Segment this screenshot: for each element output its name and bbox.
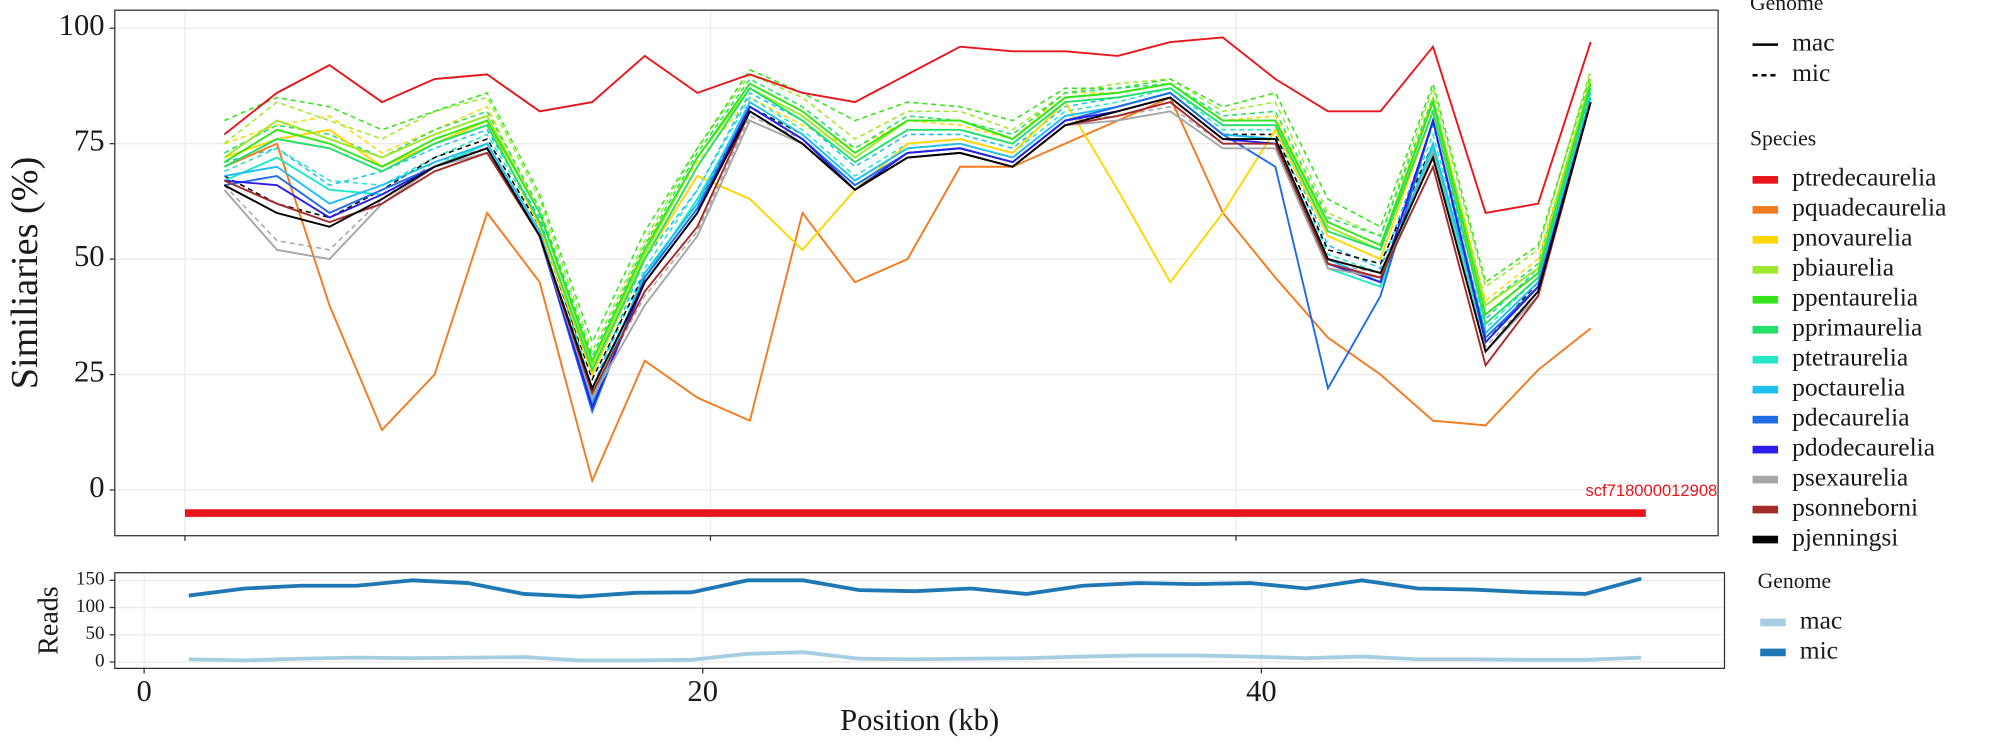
legend-label: mic [1800, 635, 1838, 664]
legend-key [1752, 475, 1779, 484]
y-tick-label: 25 [74, 355, 105, 389]
line [223, 86, 1592, 373]
y-tick-label: 0 [95, 650, 105, 671]
legend-key [1760, 618, 1786, 627]
line-mic [223, 69, 1592, 354]
y-tick-label: 75 [74, 124, 105, 158]
legend-key [1752, 355, 1779, 364]
legend-key [1752, 295, 1779, 304]
line [223, 96, 1592, 391]
legend-label: poctaurelia [1792, 373, 1905, 402]
line [223, 36, 1592, 215]
line [224, 87, 1592, 378]
legend-key [1752, 505, 1779, 514]
legend-label: pquadecaurelia [1792, 193, 1946, 222]
y-tick-label: 50 [74, 239, 105, 273]
legend-key [1760, 648, 1786, 657]
legend-label: mac [1792, 28, 1834, 57]
legend-key [1752, 205, 1779, 214]
scaffold-bar [184, 509, 1646, 517]
line-mic [224, 68, 1592, 345]
legend-key [1752, 325, 1779, 334]
legend-title: Species [1750, 126, 1816, 150]
legend-key [1752, 445, 1779, 454]
panel-border [114, 572, 1726, 670]
y-tick-label: 100 [59, 8, 105, 42]
y-tick-label: 50 [85, 623, 104, 644]
legend-label: mic [1792, 58, 1830, 87]
line [223, 82, 1592, 364]
x-tick-label: 0 [136, 674, 151, 708]
line [188, 650, 1642, 663]
scaffold-label: scf718000012908 [1585, 481, 1717, 500]
legend-label: psonneborni [1792, 492, 1918, 521]
legend-key [1752, 176, 1779, 184]
panel [114, 10, 1719, 536]
legend-title: Genome [1750, 0, 1823, 15]
y-tick-label: 150 [76, 569, 105, 590]
line-mic [224, 92, 1592, 382]
legend-key [1752, 265, 1779, 274]
legend-label: pbiaurelia [1792, 253, 1894, 282]
panel-border [114, 9, 1719, 537]
x-axis-title: Position (kb) [840, 703, 999, 737]
legend-label: pprimaurelia [1792, 313, 1922, 342]
legend-label: pnovaurelia [1792, 223, 1912, 252]
legend-label: ptetraurelia [1792, 343, 1908, 372]
legend-label: pdodecaurelia [1792, 432, 1935, 461]
legend-key [1752, 385, 1779, 394]
x-tick-label: 20 [687, 674, 718, 708]
line-mic [224, 87, 1592, 391]
y-axis-title: Similiaries (%) [4, 157, 46, 390]
line [188, 576, 1642, 599]
legend-key [1752, 535, 1779, 544]
legend-title: Genome [1758, 569, 1831, 593]
legend-label: ptredecaurelia [1792, 163, 1936, 192]
line-mic [224, 78, 1592, 359]
y-tick-label: 100 [76, 596, 105, 617]
legend-label: pjenningsi [1792, 522, 1898, 551]
line [223, 96, 1592, 484]
y-axis-title: Reads [33, 586, 64, 655]
legend-label: pdecaurelia [1792, 403, 1910, 432]
x-tick-label: 40 [1246, 674, 1277, 708]
legend-key [1752, 415, 1779, 424]
legend-label: psexaurelia [1792, 462, 1908, 491]
legend-label: mac [1800, 605, 1842, 634]
legend-label: ppentaurelia [1792, 283, 1918, 312]
y-tick-label: 0 [89, 470, 104, 504]
legend-key [1752, 235, 1779, 244]
